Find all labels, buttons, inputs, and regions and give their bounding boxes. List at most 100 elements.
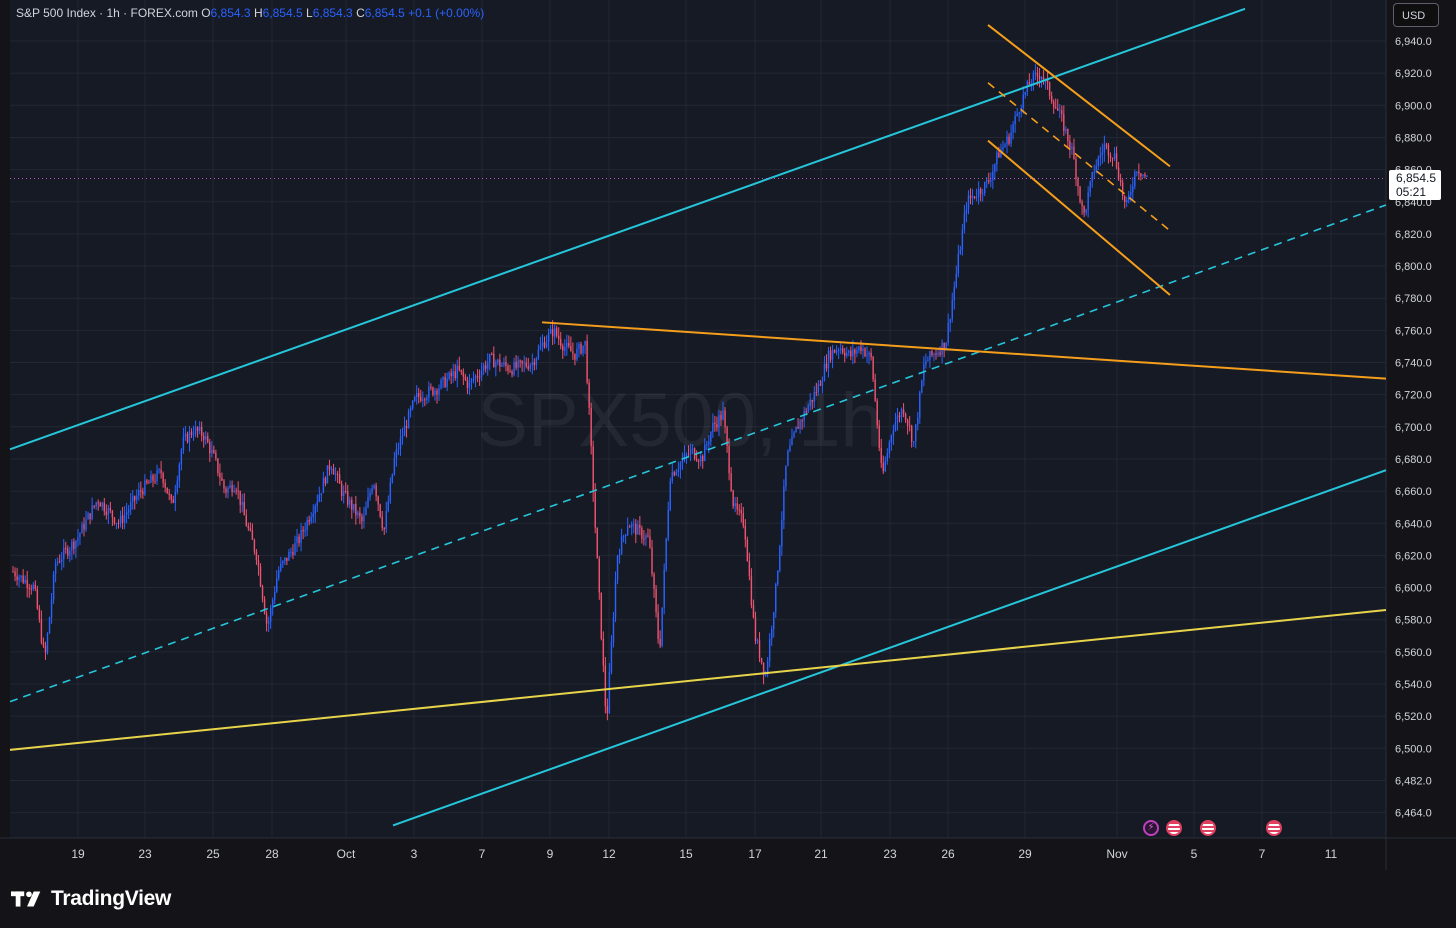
candle-body [342, 490, 345, 497]
candle-body [444, 377, 446, 387]
candle-body [1008, 136, 1010, 144]
candle-body [513, 362, 515, 375]
candle-body [758, 640, 761, 658]
candle-body [365, 507, 367, 515]
candle-body [75, 540, 77, 549]
candle-body [947, 322, 949, 343]
candle-body [136, 495, 138, 501]
price-chart[interactable]: 6,940.06,920.06,900.06,880.06,860.06,840… [0, 0, 1456, 870]
us-flag-event-icon[interactable]: US [1200, 820, 1216, 836]
candle-body [1109, 155, 1112, 158]
candle-body [858, 346, 860, 351]
candle-body [734, 503, 736, 507]
candle-body [178, 464, 181, 481]
tradingview-logo[interactable]: TradingView [11, 886, 171, 912]
channel-upper [9, 7, 1246, 451]
x-tick-label: 7 [1259, 847, 1266, 861]
tradingview-mark-icon [11, 891, 41, 907]
candle-body [689, 449, 692, 455]
candle-body [710, 431, 712, 442]
y-tick-label: 6,880.0 [1395, 132, 1432, 144]
candle-body [740, 510, 742, 514]
support-line [9, 609, 1387, 751]
candle-body [190, 431, 193, 435]
candle-body [209, 442, 211, 454]
currency-button[interactable]: USD [1393, 3, 1439, 27]
candle-body [138, 490, 140, 496]
candle-body [1016, 113, 1018, 116]
candle-body [186, 433, 189, 443]
candle-body [969, 195, 972, 198]
candle-body [22, 575, 24, 583]
y-tick-label: 6,700.0 [1395, 422, 1432, 434]
candle-body [148, 482, 150, 484]
us-flag-event-icon[interactable]: US [1266, 820, 1282, 836]
candle-body [547, 333, 550, 342]
candle-body [671, 472, 674, 481]
candle-body [1103, 144, 1106, 153]
candle-body [363, 514, 365, 522]
candle-body [712, 422, 714, 432]
candle-body [906, 419, 909, 426]
candle-body [282, 561, 284, 564]
candle-body [967, 195, 970, 210]
candle-body [54, 563, 57, 575]
x-tick-label: 28 [265, 847, 279, 861]
candle-body [618, 554, 621, 556]
candle-body [134, 496, 136, 501]
candle-body [1113, 153, 1116, 159]
candle-body [695, 458, 698, 461]
candle-body [578, 343, 580, 349]
candle-body [269, 608, 272, 622]
candle-body [574, 353, 576, 360]
candle-body [572, 351, 574, 354]
us-flag-event-icon[interactable]: US [1166, 820, 1182, 836]
candle-body [568, 342, 570, 347]
candle-body [726, 427, 728, 446]
candle-body [432, 387, 434, 395]
candle-body [669, 480, 671, 510]
candle-body [1063, 114, 1065, 132]
candle-body [318, 494, 321, 502]
candle-body [819, 384, 822, 386]
candle-body [844, 352, 846, 356]
candle-body [389, 482, 392, 502]
candle-body [259, 566, 262, 587]
candle-body [622, 536, 625, 538]
candle-body [156, 470, 158, 482]
y-tick-label: 6,820.0 [1395, 229, 1432, 241]
candle-body [687, 454, 690, 456]
candle-body [653, 574, 655, 589]
candle-body [227, 487, 229, 493]
candle-body [229, 485, 231, 488]
candle-body [854, 349, 856, 354]
candle-body [359, 512, 361, 517]
x-tick-label: 5 [1191, 847, 1198, 861]
candle-body [312, 513, 314, 518]
candle-body [521, 360, 523, 364]
y-tick-label: 6,680.0 [1395, 454, 1432, 466]
candle-body [986, 180, 988, 182]
candle-body [40, 619, 43, 643]
candle-body [1048, 82, 1051, 96]
candle-body [188, 431, 191, 443]
earnings-event-icon[interactable]: ⚡ [1143, 820, 1159, 836]
candle-body [882, 462, 884, 472]
candle-body [604, 665, 607, 707]
candle-body [641, 527, 643, 539]
candle-body [387, 501, 390, 511]
candle-body [251, 530, 254, 540]
candle-body [172, 499, 174, 503]
candle-body [681, 459, 684, 464]
candle-body [507, 366, 509, 371]
candle-body [1115, 153, 1118, 168]
candle-body [732, 490, 734, 507]
candle-body [756, 640, 759, 642]
candle-body [109, 508, 112, 511]
candle-body [328, 465, 331, 470]
candle-body [770, 628, 773, 640]
candle-body [566, 342, 568, 348]
candle-body [369, 492, 371, 498]
candle-body [657, 612, 659, 639]
